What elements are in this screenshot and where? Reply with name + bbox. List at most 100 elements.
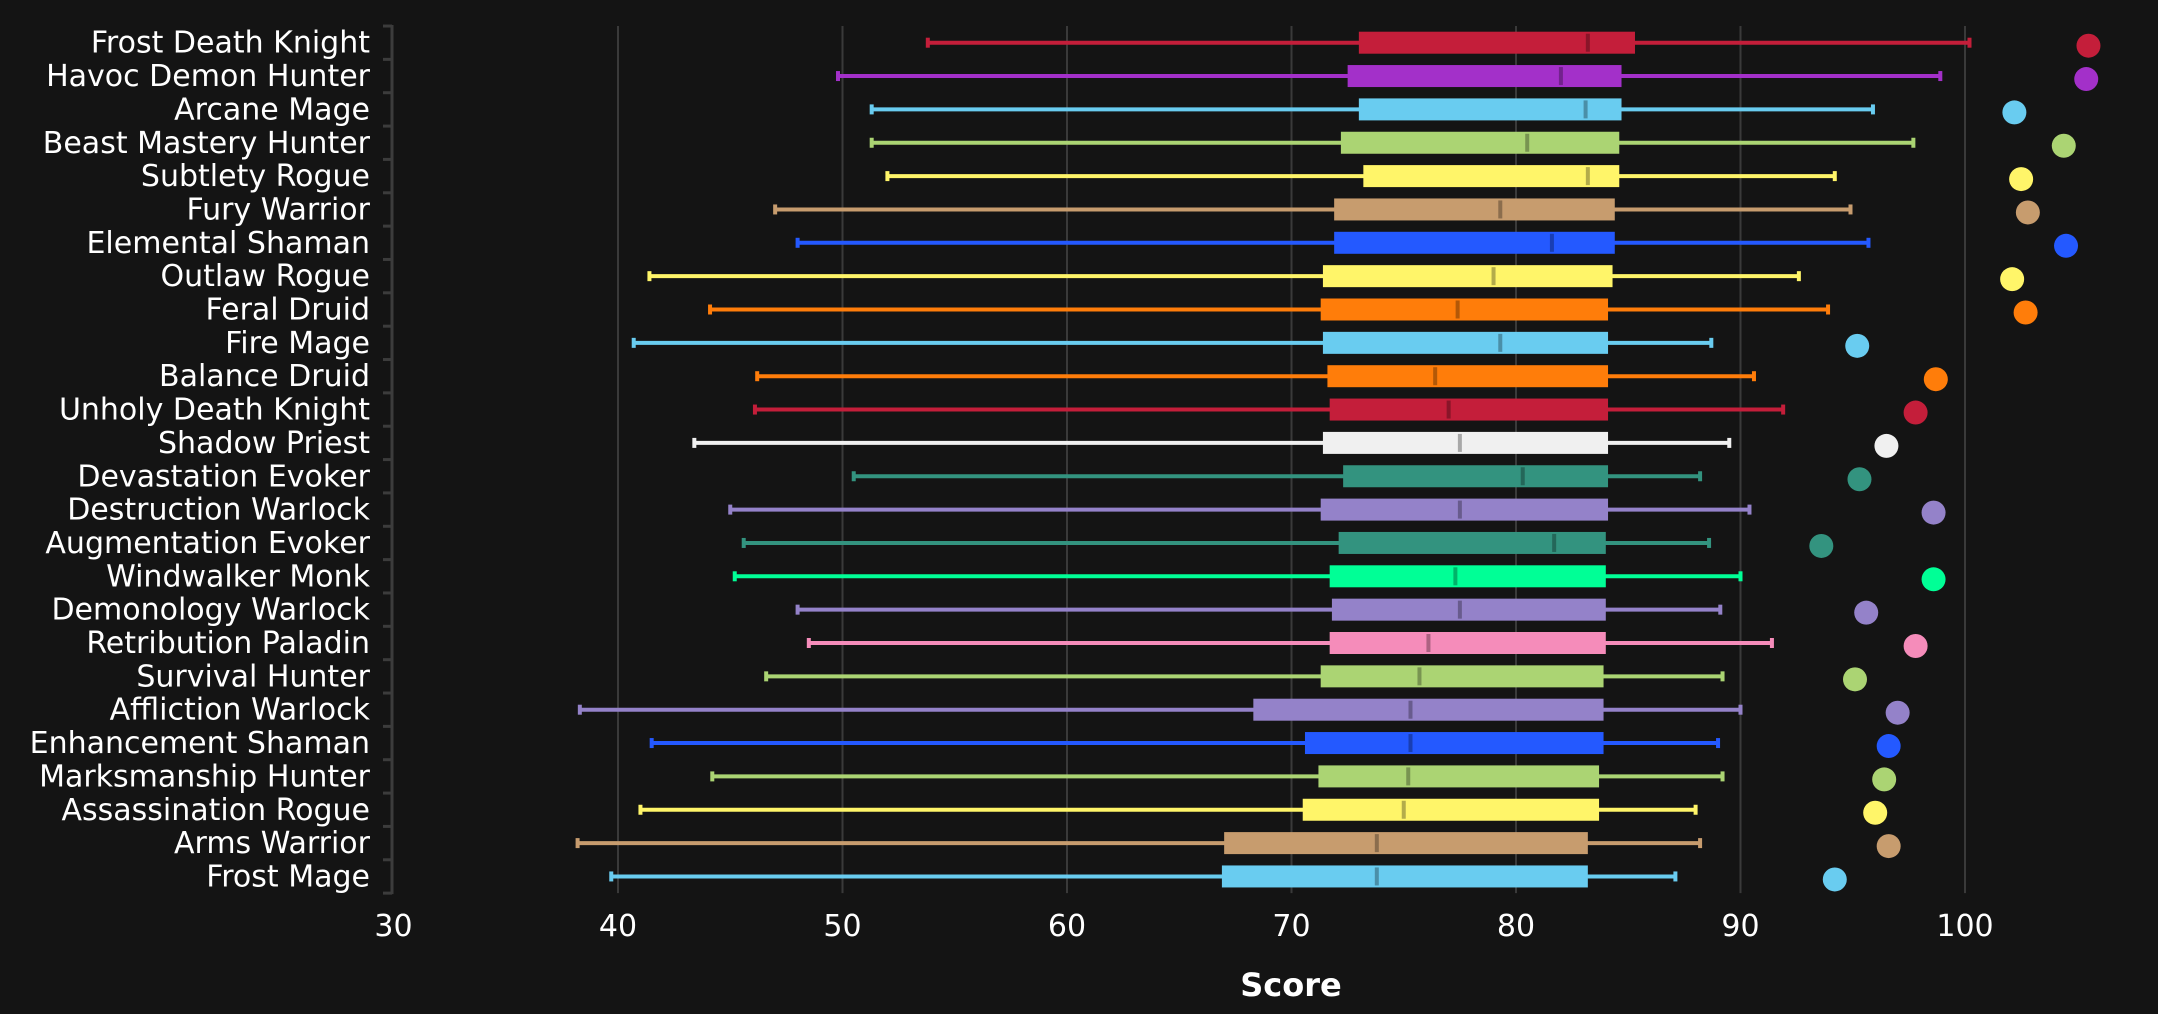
iqr-box	[1302, 798, 1600, 821]
y-tick-label: Havoc Demon Hunter	[46, 59, 371, 94]
box-row	[649, 732, 1901, 759]
y-tick-label: Devastation Evoker	[77, 459, 370, 494]
max-point	[2051, 133, 2076, 158]
y-tick-label: Survival Hunter	[136, 659, 370, 694]
max-point	[1885, 700, 1910, 725]
max-point	[1847, 467, 1872, 492]
box-row	[609, 865, 1847, 892]
max-point	[1822, 867, 1847, 892]
y-tick-label: Frost Death Knight	[91, 26, 370, 61]
x-axis: 30 40 50 60 70 80 90 100	[374, 909, 1993, 944]
y-tick-label: Marksmanship Hunter	[39, 759, 371, 794]
y-tick-label: Subtlety Rogue	[141, 159, 370, 194]
iqr-box	[1329, 565, 1606, 588]
box-row	[708, 298, 2038, 325]
y-tick-label: Windwalker Monk	[106, 559, 371, 594]
iqr-box	[1358, 31, 1635, 54]
max-point	[2000, 267, 2025, 292]
max-point	[1863, 800, 1888, 825]
iqr-box	[1329, 398, 1609, 421]
y-tick-label: Elemental Shaman	[86, 226, 370, 261]
max-point	[1854, 600, 1879, 625]
x-tick-label-40: 40	[599, 909, 637, 944]
x-tick-label-50: 50	[823, 909, 861, 944]
iqr-box	[1318, 765, 1600, 788]
iqr-box	[1322, 431, 1609, 454]
iqr-box	[1331, 598, 1606, 621]
iqr-box	[1322, 331, 1609, 354]
x-tick-label-80: 80	[1497, 909, 1535, 944]
box-row	[732, 565, 1946, 592]
x-axis-title: Score	[1240, 966, 1341, 1004]
box-row	[631, 331, 1870, 358]
iqr-box	[1320, 298, 1609, 321]
iqr-box	[1329, 632, 1606, 654]
iqr-box	[1334, 198, 1615, 221]
box-row	[764, 665, 1867, 692]
max-point	[1921, 500, 1946, 525]
box-row	[755, 365, 1948, 392]
max-point	[1842, 667, 1867, 692]
max-point	[2013, 300, 2038, 325]
boxes-layer	[575, 31, 2101, 892]
max-point	[2076, 33, 2101, 58]
y-tick-label: Outlaw Rogue	[160, 259, 370, 294]
box-row	[638, 798, 1888, 825]
y-tick-label: Feral Druid	[206, 293, 371, 328]
box-row	[869, 131, 2076, 158]
x-tick-label-60: 60	[1048, 909, 1086, 944]
y-tick-label: Fury Warrior	[186, 192, 370, 227]
box-row	[692, 431, 1899, 458]
x-tick-label-100: 100	[1936, 909, 1993, 944]
x-tick-label-30: 30	[374, 909, 412, 944]
max-point	[2015, 200, 2040, 225]
max-point	[1874, 433, 1899, 458]
max-point	[1903, 400, 1928, 425]
y-tick-label: Augmentation Evoker	[45, 526, 370, 561]
iqr-box	[1363, 165, 1620, 188]
iqr-box	[1343, 465, 1609, 488]
iqr-box	[1253, 698, 1604, 721]
max-point	[1872, 767, 1897, 792]
iqr-box	[1304, 732, 1604, 755]
y-tick-label: Enhancement Shaman	[30, 726, 370, 761]
iqr-box	[1327, 365, 1609, 388]
box-row	[728, 498, 1946, 525]
box-row	[795, 598, 1879, 625]
max-point	[2054, 233, 2079, 258]
iqr-box	[1340, 131, 1620, 154]
x-tick-label-70: 70	[1272, 909, 1310, 944]
y-tick-label: Beast Mastery Hunter	[43, 126, 371, 161]
max-point	[2074, 67, 2099, 92]
iqr-box	[1221, 865, 1588, 888]
iqr-box	[1224, 832, 1588, 855]
max-point	[1845, 333, 1870, 358]
box-row	[806, 632, 1928, 658]
y-tick-label: Arcane Mage	[174, 92, 370, 127]
y-tick-label: Arms Warrior	[174, 826, 371, 861]
y-tick-label: Assassination Rogue	[61, 793, 370, 828]
y-tick-label: Shadow Priest	[158, 426, 370, 461]
box-row	[647, 265, 2025, 292]
max-point	[1921, 567, 1946, 592]
max-point	[1923, 367, 1948, 392]
gridlines	[617, 26, 1966, 894]
max-point	[2002, 100, 2027, 125]
y-tick-label: Retribution Paladin	[86, 626, 370, 661]
box-row	[869, 98, 2027, 125]
y-tick-label: Fire Mage	[225, 326, 370, 361]
y-tick-label: Balance Druid	[159, 359, 370, 394]
y-tick-label: Destruction Warlock	[67, 493, 370, 528]
box-row	[851, 465, 1872, 492]
iqr-box	[1320, 665, 1604, 688]
y-tick-label: Affliction Warlock	[110, 693, 371, 728]
box-row	[752, 398, 1928, 425]
iqr-box	[1338, 531, 1606, 554]
x-tick-label-90: 90	[1721, 909, 1759, 944]
iqr-box	[1347, 65, 1622, 88]
max-point	[1903, 634, 1928, 658]
max-point	[1876, 734, 1901, 759]
iqr-box	[1320, 498, 1609, 521]
max-point	[2009, 167, 2034, 192]
